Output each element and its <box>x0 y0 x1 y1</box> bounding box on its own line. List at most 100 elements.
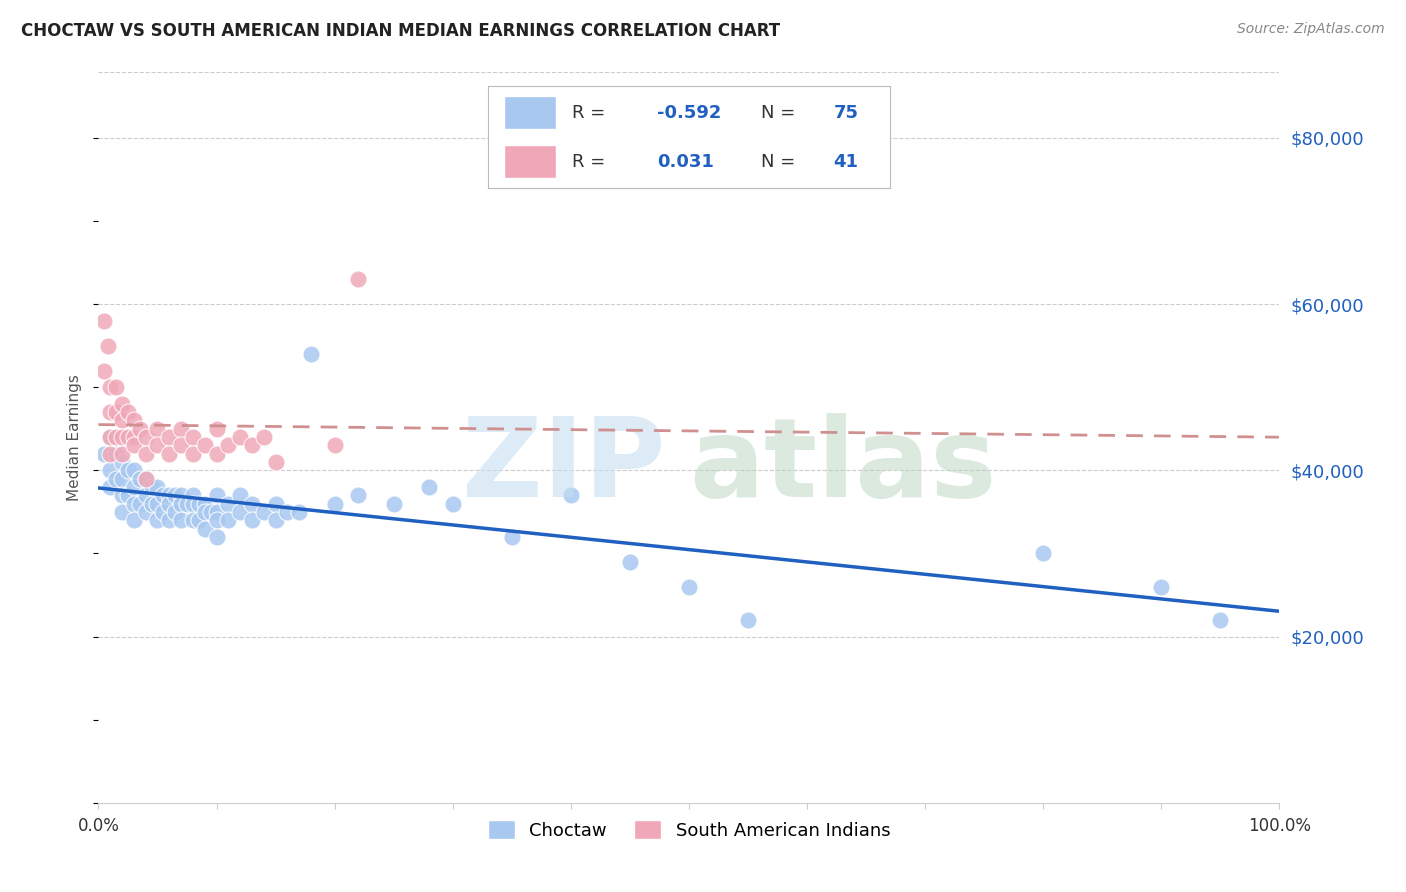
Point <box>170 422 193 436</box>
Point <box>253 430 276 444</box>
Point <box>111 447 134 461</box>
Point <box>347 488 370 502</box>
Point <box>181 513 204 527</box>
Point <box>98 380 121 394</box>
Point <box>205 530 228 544</box>
Point <box>181 488 204 502</box>
Point <box>93 314 115 328</box>
Point <box>105 430 128 444</box>
Point <box>181 497 204 511</box>
Point <box>98 480 121 494</box>
Point <box>111 430 134 444</box>
Point <box>737 613 759 627</box>
Point <box>323 438 346 452</box>
Point <box>264 455 287 469</box>
Point <box>205 447 228 461</box>
Text: Source: ZipAtlas.com: Source: ZipAtlas.com <box>1237 22 1385 37</box>
Point <box>117 405 139 419</box>
Point <box>264 497 287 511</box>
Point <box>157 513 180 527</box>
Point <box>98 430 121 444</box>
Point <box>97 338 120 352</box>
Point <box>441 497 464 511</box>
Point <box>187 513 209 527</box>
Point <box>276 505 298 519</box>
Text: atlas: atlas <box>689 413 997 520</box>
Point <box>1209 613 1232 627</box>
Point <box>187 497 209 511</box>
Point <box>135 472 157 486</box>
Point <box>240 513 263 527</box>
Legend: Choctaw, South American Indians: Choctaw, South American Indians <box>478 811 900 848</box>
Point <box>128 472 150 486</box>
Point <box>170 438 193 452</box>
Point <box>194 521 217 535</box>
Point <box>157 447 180 461</box>
Point <box>200 505 222 519</box>
Point <box>146 513 169 527</box>
Point <box>105 472 128 486</box>
Y-axis label: Median Earnings: Median Earnings <box>67 374 83 500</box>
Point <box>229 430 252 444</box>
Point <box>146 497 169 511</box>
Point <box>205 505 228 519</box>
Point <box>501 530 523 544</box>
Point <box>117 488 139 502</box>
Point <box>229 488 252 502</box>
Point <box>98 447 121 461</box>
Point <box>111 455 134 469</box>
Point <box>111 488 134 502</box>
Point <box>122 413 145 427</box>
Point <box>105 380 128 394</box>
Point <box>111 397 134 411</box>
Point <box>181 447 204 461</box>
Point <box>135 472 157 486</box>
Point <box>141 497 163 511</box>
Point <box>146 438 169 452</box>
Point <box>170 488 193 502</box>
Point <box>122 513 145 527</box>
Point <box>98 463 121 477</box>
Point <box>157 430 180 444</box>
Point <box>418 480 440 494</box>
Point <box>152 505 174 519</box>
Point <box>146 480 169 494</box>
Point <box>111 472 134 486</box>
Point <box>176 497 198 511</box>
Point <box>194 497 217 511</box>
Point <box>170 513 193 527</box>
Point <box>205 422 228 436</box>
Point <box>157 497 180 511</box>
Point <box>240 497 263 511</box>
Point <box>217 438 239 452</box>
Point <box>165 505 187 519</box>
Point <box>152 488 174 502</box>
Text: ZIP: ZIP <box>463 413 665 520</box>
Point <box>560 488 582 502</box>
Point <box>117 463 139 477</box>
Point <box>264 513 287 527</box>
Point <box>240 438 263 452</box>
Point <box>93 363 115 377</box>
Point <box>299 347 322 361</box>
Point <box>170 497 193 511</box>
Point <box>135 447 157 461</box>
Point <box>217 513 239 527</box>
Point <box>217 497 239 511</box>
Point <box>678 580 700 594</box>
Point <box>105 405 128 419</box>
Point <box>122 430 145 444</box>
Point <box>111 505 134 519</box>
Point <box>128 422 150 436</box>
Point <box>1032 546 1054 560</box>
Point <box>117 430 139 444</box>
Point <box>122 497 145 511</box>
Point <box>382 497 405 511</box>
Point <box>98 430 121 444</box>
Point <box>111 413 134 427</box>
Point <box>141 480 163 494</box>
Point <box>194 505 217 519</box>
Point <box>619 555 641 569</box>
Point <box>122 463 145 477</box>
Point <box>122 438 145 452</box>
